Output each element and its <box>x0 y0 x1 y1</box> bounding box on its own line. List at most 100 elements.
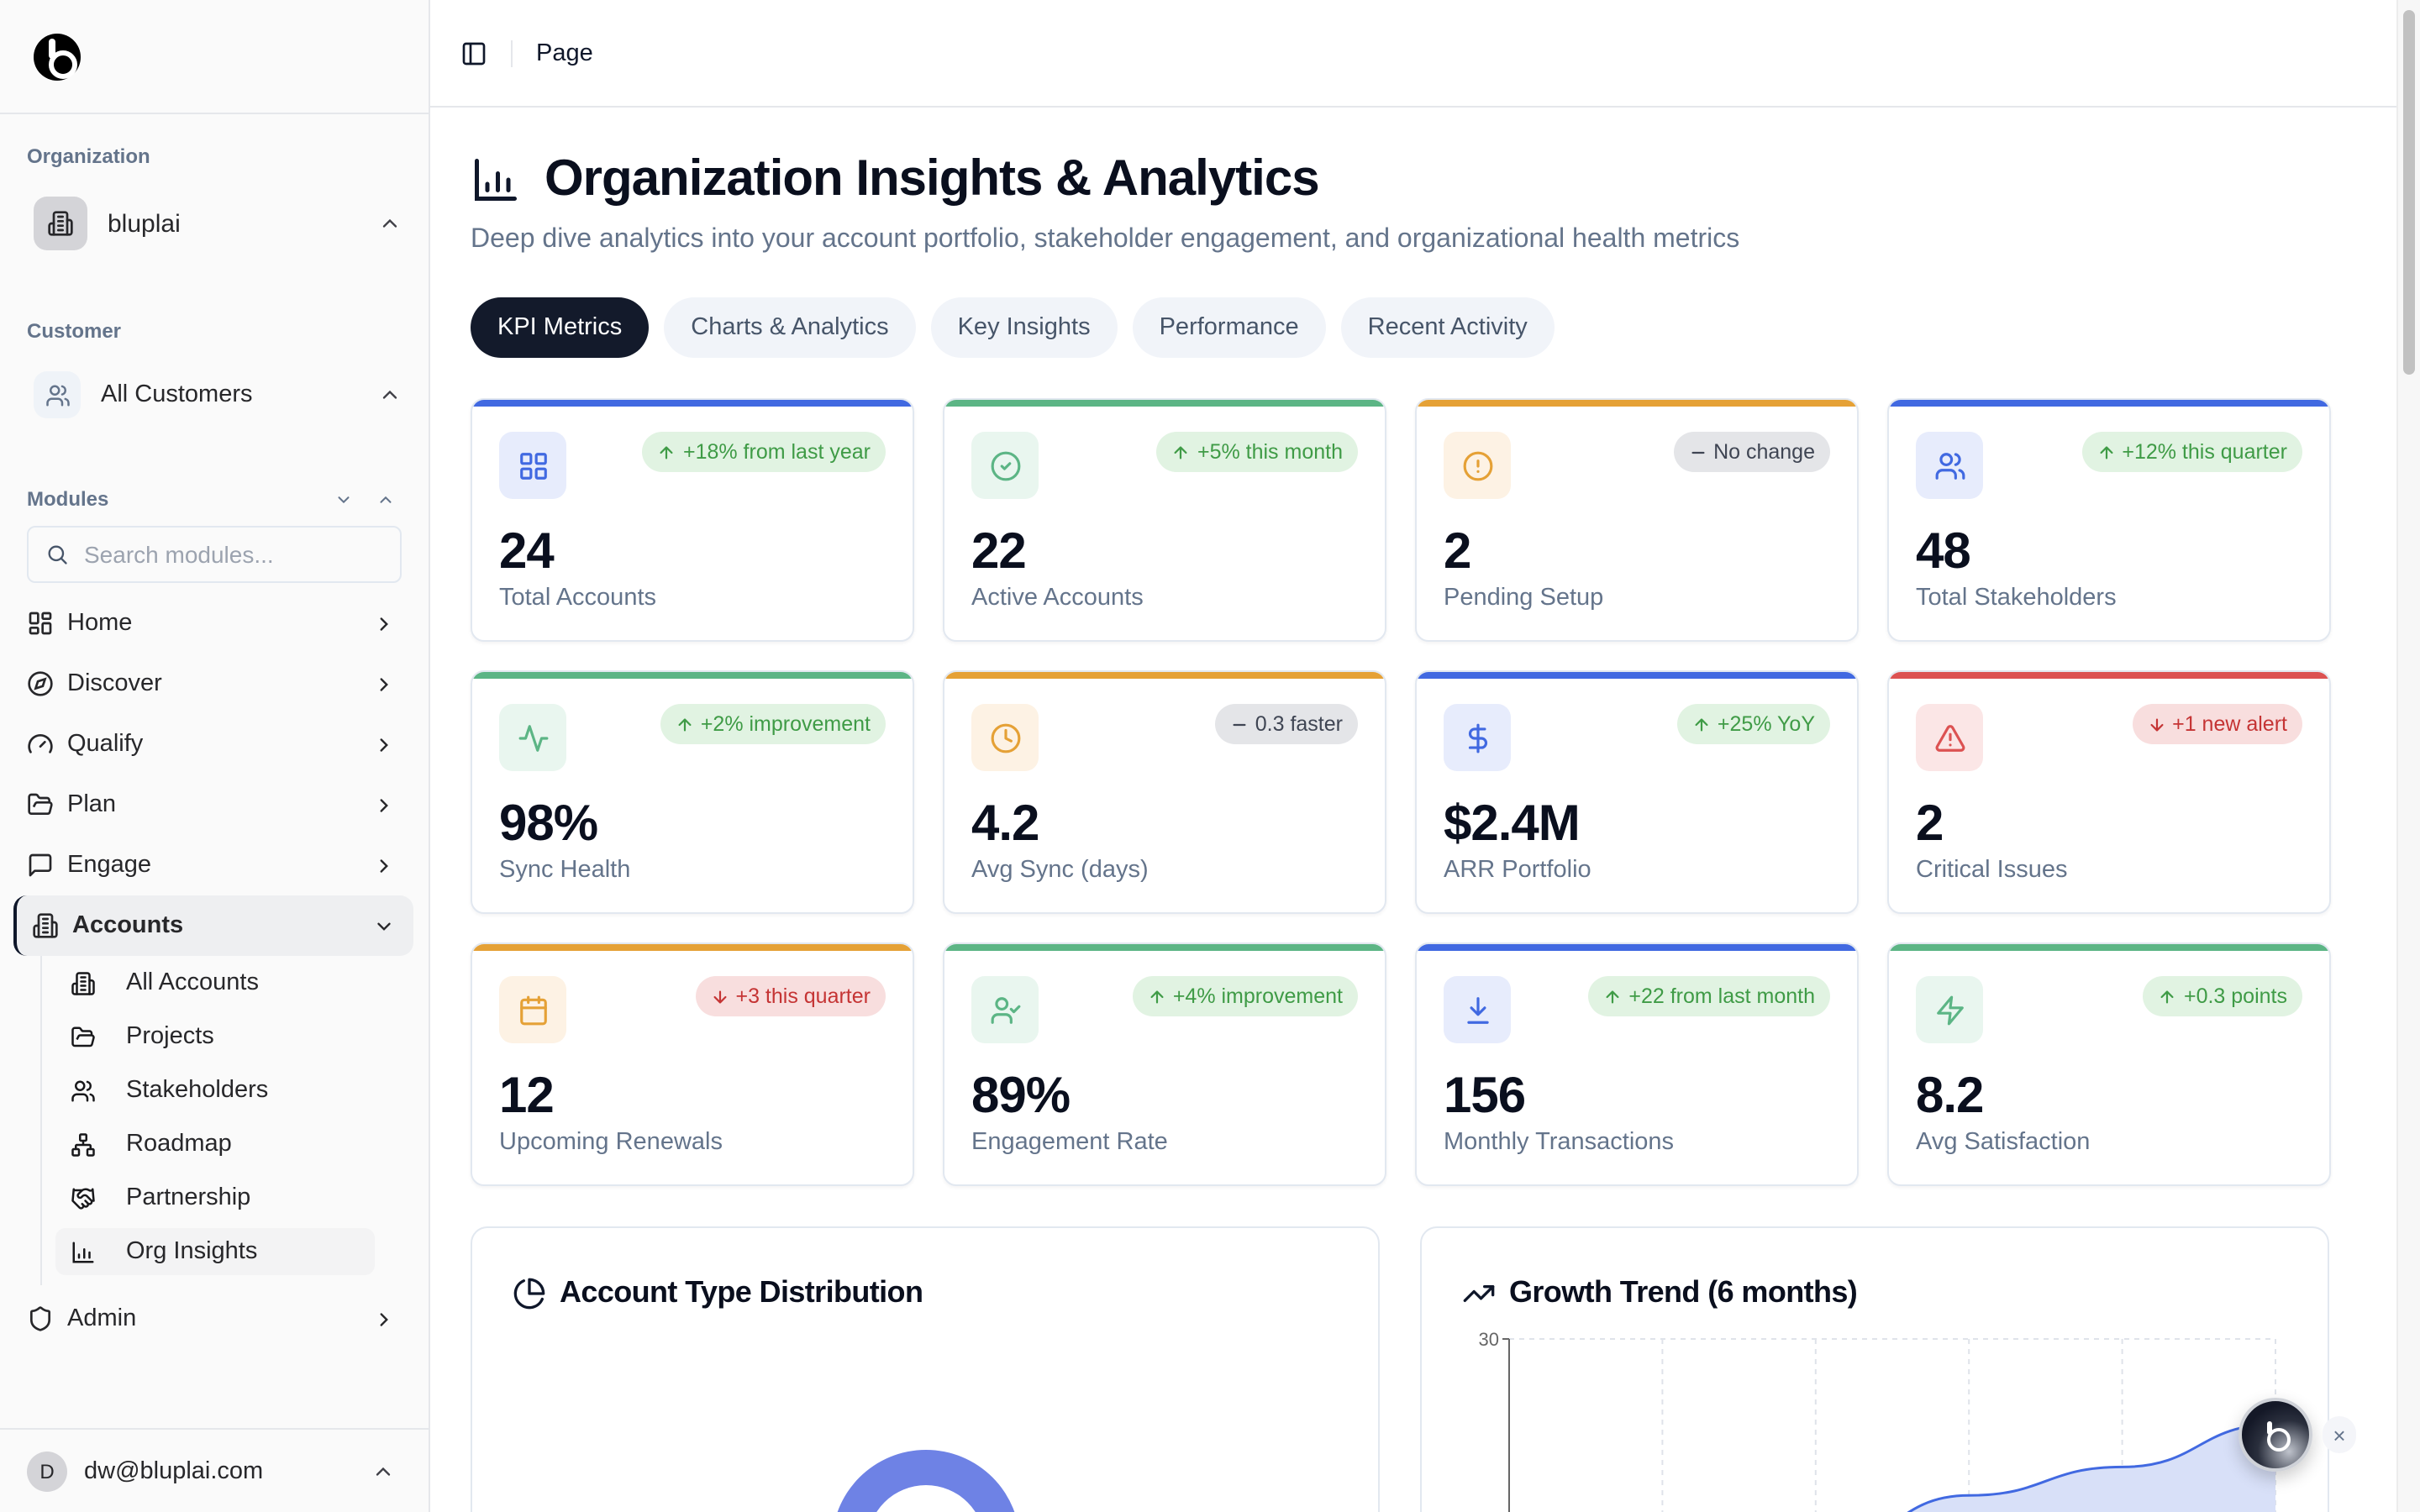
kpi-card-engagement-rate[interactable]: +4% improvement 89% Engagement Rate <box>943 942 1386 1186</box>
trend-badge: +18% from last year <box>642 432 886 472</box>
minus-icon <box>1233 722 1246 726</box>
nav-item-discover[interactable]: Discover <box>0 654 429 714</box>
collapse-all-icon[interactable] <box>376 490 395 508</box>
nav-item-plan[interactable]: Plan <box>0 774 429 835</box>
tab-charts-analytics[interactable]: Charts & Analytics <box>664 297 916 358</box>
kpi-card-arr-portfolio[interactable]: +25% YoY $2.4M ARR Portfolio <box>1415 670 1859 914</box>
avatar: D <box>27 1451 67 1491</box>
subnav-item-projects[interactable]: Projects <box>55 1013 375 1060</box>
subnav-item-roadmap[interactable]: Roadmap <box>55 1121 375 1168</box>
trend-badge: 0.3 faster <box>1214 704 1358 744</box>
module-nav: Home Discover Qualify Plan Engage <box>0 593 429 1349</box>
donut-slice[interactable] <box>832 1450 1020 1512</box>
nav-item-home[interactable]: Home <box>0 593 429 654</box>
kpi-card-sync-health[interactable]: +2% improvement 98% Sync Health <box>471 670 914 914</box>
logo-area <box>0 0 429 114</box>
kpi-value: 48 <box>1916 524 1971 580</box>
scrollbar[interactable] <box>2396 0 2420 1512</box>
kpi-card-total-accounts[interactable]: +18% from last year 24 Total Accounts <box>471 398 914 642</box>
subnav-item-org-insights[interactable]: Org Insights <box>55 1228 375 1275</box>
subnav-item-partnership[interactable]: Partnership <box>55 1174 375 1221</box>
users-icon <box>1916 432 1983 499</box>
building-icon <box>33 913 58 938</box>
chevron-right-icon <box>380 617 388 630</box>
zap-icon <box>1916 976 1983 1043</box>
tab-key-insights[interactable]: Key Insights <box>930 297 1118 358</box>
kpi-card-critical-issues[interactable]: +1 new alert 2 Critical Issues <box>1887 670 2331 914</box>
trend-text: +12% this quarter <box>2122 440 2287 464</box>
grid-icon <box>499 432 566 499</box>
trend-text: +1 new alert <box>2172 712 2287 736</box>
assistant-launcher-button[interactable] <box>2238 1398 2312 1472</box>
arrow-up-icon <box>660 445 674 459</box>
alert-circle-icon <box>1444 432 1511 499</box>
sidebar: Organization bluplai Customer All Custom… <box>0 0 430 1512</box>
kpi-card-total-stakeholders[interactable]: +12% this quarter 48 Total Stakeholders <box>1887 398 2331 642</box>
kpi-card-upcoming-renewals[interactable]: +3 this quarter 12 Upcoming Renewals <box>471 942 914 1186</box>
panel-header: Account Type Distribution <box>513 1275 923 1310</box>
module-search-input[interactable] <box>84 541 387 568</box>
panel-header: Growth Trend (6 months) <box>1462 1275 1858 1310</box>
subnav-item-stakeholders[interactable]: Stakeholders <box>55 1067 375 1114</box>
kpi-label: Critical Issues <box>1916 857 2068 884</box>
modules-label: Modules <box>27 487 109 511</box>
user-menu[interactable]: D dw@bluplai.com <box>0 1428 429 1512</box>
bluplai-logo[interactable] <box>34 33 81 80</box>
kpi-card-avg-sync-days[interactable]: 0.3 faster 4.2 Avg Sync (days) <box>943 670 1386 914</box>
kpi-label: ARR Portfolio <box>1444 857 1591 884</box>
trend-badge: +4% improvement <box>1132 976 1358 1016</box>
panel-title: Growth Trend (6 months) <box>1509 1275 1858 1309</box>
organization-name: bluplai <box>108 209 181 238</box>
arrow-up-icon <box>2161 990 2175 1003</box>
nav-item-admin[interactable]: Admin <box>0 1289 429 1349</box>
trend-text: +3 this quarter <box>735 984 871 1008</box>
pie-chart-icon <box>513 1277 545 1309</box>
chevron-right-icon <box>380 738 388 751</box>
scrollbar-thumb[interactable] <box>2403 10 2415 375</box>
organization-switcher[interactable]: bluplai <box>34 195 402 252</box>
chevron-right-icon <box>380 1312 388 1326</box>
chevron-down-icon <box>377 921 391 930</box>
customer-name: All Customers <box>101 381 253 408</box>
user-check-icon <box>971 976 1039 1043</box>
trend-badge: +5% this month <box>1156 432 1358 472</box>
kpi-card-pending-setup[interactable]: No change 2 Pending Setup <box>1415 398 1859 642</box>
warning-triangle-icon <box>1916 704 1983 771</box>
chevron-right-icon <box>380 677 388 690</box>
customer-switcher[interactable]: All Customers <box>34 368 402 422</box>
tab-recent-activity[interactable]: Recent Activity <box>1340 297 1555 358</box>
search-icon <box>48 545 67 564</box>
expand-all-icon[interactable] <box>334 490 353 508</box>
donut-chart <box>832 1450 1020 1512</box>
subnav-label: Roadmap <box>126 1131 232 1158</box>
kpi-card-active-accounts[interactable]: +5% this month 22 Active Accounts <box>943 398 1386 642</box>
assistant-close-button[interactable]: × <box>2323 1416 2356 1453</box>
tab-performance[interactable]: Performance <box>1132 297 1326 358</box>
kpi-card-avg-satisfaction[interactable]: +0.3 points 8.2 Avg Satisfaction <box>1887 942 2331 1186</box>
trend-text: +22 from last month <box>1628 984 1815 1008</box>
arrow-up-icon <box>678 717 692 731</box>
subnav-label: Partnership <box>126 1184 251 1211</box>
nav-item-accounts[interactable]: Accounts <box>13 895 413 956</box>
tab-kpi-metrics[interactable]: KPI Metrics <box>471 297 650 358</box>
kpi-card-monthly-transactions[interactable]: +22 from last month 156 Monthly Transact… <box>1415 942 1859 1186</box>
arrow-up-icon <box>1606 990 1619 1003</box>
kpi-label: Avg Satisfaction <box>1916 1129 2091 1156</box>
nav-label: Plan <box>67 791 117 818</box>
subnav-label: All Accounts <box>126 969 259 996</box>
minus-icon <box>1691 450 1704 454</box>
trend-badge: No change <box>1673 432 1830 472</box>
nav-item-qualify[interactable]: Qualify <box>0 714 429 774</box>
trend-text: +18% from last year <box>682 440 871 464</box>
trend-text: +5% this month <box>1197 440 1343 464</box>
folder-open-icon <box>28 793 53 815</box>
subnav-item-all-accounts[interactable]: All Accounts <box>55 959 375 1006</box>
subnav-label: Projects <box>126 1023 214 1050</box>
nav-label: Home <box>67 610 133 637</box>
handshake-icon <box>71 1187 95 1209</box>
sidebar-toggle-icon[interactable] <box>460 39 487 66</box>
arrow-down-icon <box>2149 717 2163 731</box>
account-type-distribution-panel: Account Type Distribution <box>471 1226 1380 1512</box>
main-content: Page Organization Insights & Analytics D… <box>430 0 2420 1512</box>
nav-item-engage[interactable]: Engage <box>0 835 429 895</box>
